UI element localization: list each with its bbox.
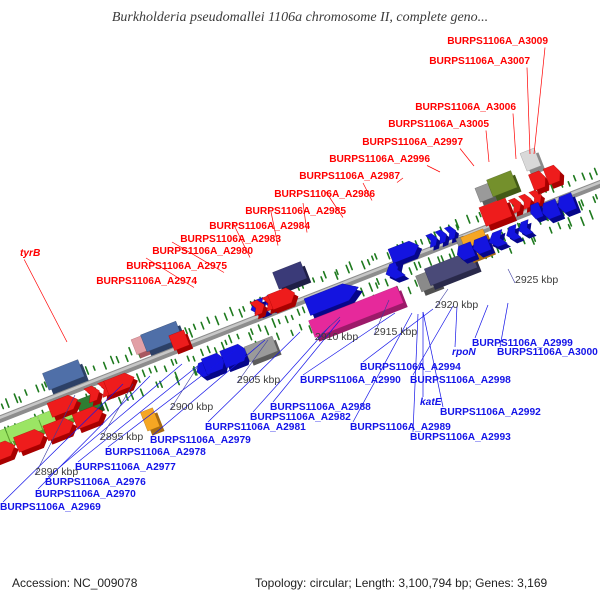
svg-text:BURPS1106A_A2970: BURPS1106A_A2970 — [35, 489, 136, 500]
svg-text:BURPS1106A_A2990: BURPS1106A_A2990 — [300, 375, 401, 386]
svg-text:BURPS1106A_A3000: BURPS1106A_A3000 — [497, 347, 598, 358]
svg-text:BURPS1106A_A2987: BURPS1106A_A2987 — [299, 171, 400, 182]
svg-text:katE: katE — [420, 397, 443, 408]
svg-text:BURPS1106A_A2983: BURPS1106A_A2983 — [180, 234, 281, 245]
svg-text:BURPS1106A_A3006: BURPS1106A_A3006 — [415, 102, 516, 113]
svg-text:BURPS1106A_A2993: BURPS1106A_A2993 — [410, 432, 511, 443]
svg-text:2925 kbp: 2925 kbp — [515, 274, 558, 286]
svg-text:tyrB: tyrB — [20, 248, 40, 259]
svg-text:BURPS1106A_A2986: BURPS1106A_A2986 — [274, 189, 375, 200]
svg-text:BURPS1106A_A2985: BURPS1106A_A2985 — [245, 206, 346, 217]
svg-text:2895 kbp: 2895 kbp — [100, 431, 143, 443]
svg-text:BURPS1106A_A2969: BURPS1106A_A2969 — [0, 502, 101, 513]
svg-text:BURPS1106A_A2998: BURPS1106A_A2998 — [410, 375, 511, 386]
svg-text:BURPS1106A_A2992: BURPS1106A_A2992 — [440, 407, 541, 418]
svg-text:BURPS1106A_A2979: BURPS1106A_A2979 — [150, 435, 251, 446]
svg-text:BURPS1106A_A2981: BURPS1106A_A2981 — [205, 422, 306, 433]
svg-text:BURPS1106A_A2976: BURPS1106A_A2976 — [45, 477, 146, 488]
svg-text:BURPS1106A_A2997: BURPS1106A_A2997 — [362, 137, 463, 148]
svg-text:BURPS1106A_A3009: BURPS1106A_A3009 — [447, 36, 548, 47]
svg-text:2915 kbp: 2915 kbp — [374, 326, 417, 338]
svg-text:BURPS1106A_A2974: BURPS1106A_A2974 — [96, 276, 197, 287]
svg-text:BURPS1106A_A3007: BURPS1106A_A3007 — [429, 56, 530, 67]
svg-text:2905 kbp: 2905 kbp — [237, 374, 280, 386]
svg-text:BURPS1106A_A2984: BURPS1106A_A2984 — [209, 221, 310, 232]
svg-text:rpoN: rpoN — [452, 347, 476, 358]
svg-text:BURPS1106A_A3005: BURPS1106A_A3005 — [388, 119, 489, 130]
svg-text:BURPS1106A_A2978: BURPS1106A_A2978 — [105, 447, 206, 458]
svg-text:BURPS1106A_A2975: BURPS1106A_A2975 — [126, 261, 227, 272]
svg-text:2920 kbp: 2920 kbp — [435, 299, 478, 311]
svg-text:BURPS1106A_A2977: BURPS1106A_A2977 — [75, 462, 176, 473]
svg-text:BURPS1106A_A2996: BURPS1106A_A2996 — [329, 154, 430, 165]
svg-text:2890 kbp: 2890 kbp — [35, 466, 78, 478]
svg-text:2910 kbp: 2910 kbp — [315, 331, 358, 343]
svg-text:2900 kbp: 2900 kbp — [170, 401, 213, 413]
svg-text:BURPS1106A_A2994: BURPS1106A_A2994 — [360, 362, 461, 373]
svg-text:BURPS1106A_A2980: BURPS1106A_A2980 — [152, 246, 253, 257]
